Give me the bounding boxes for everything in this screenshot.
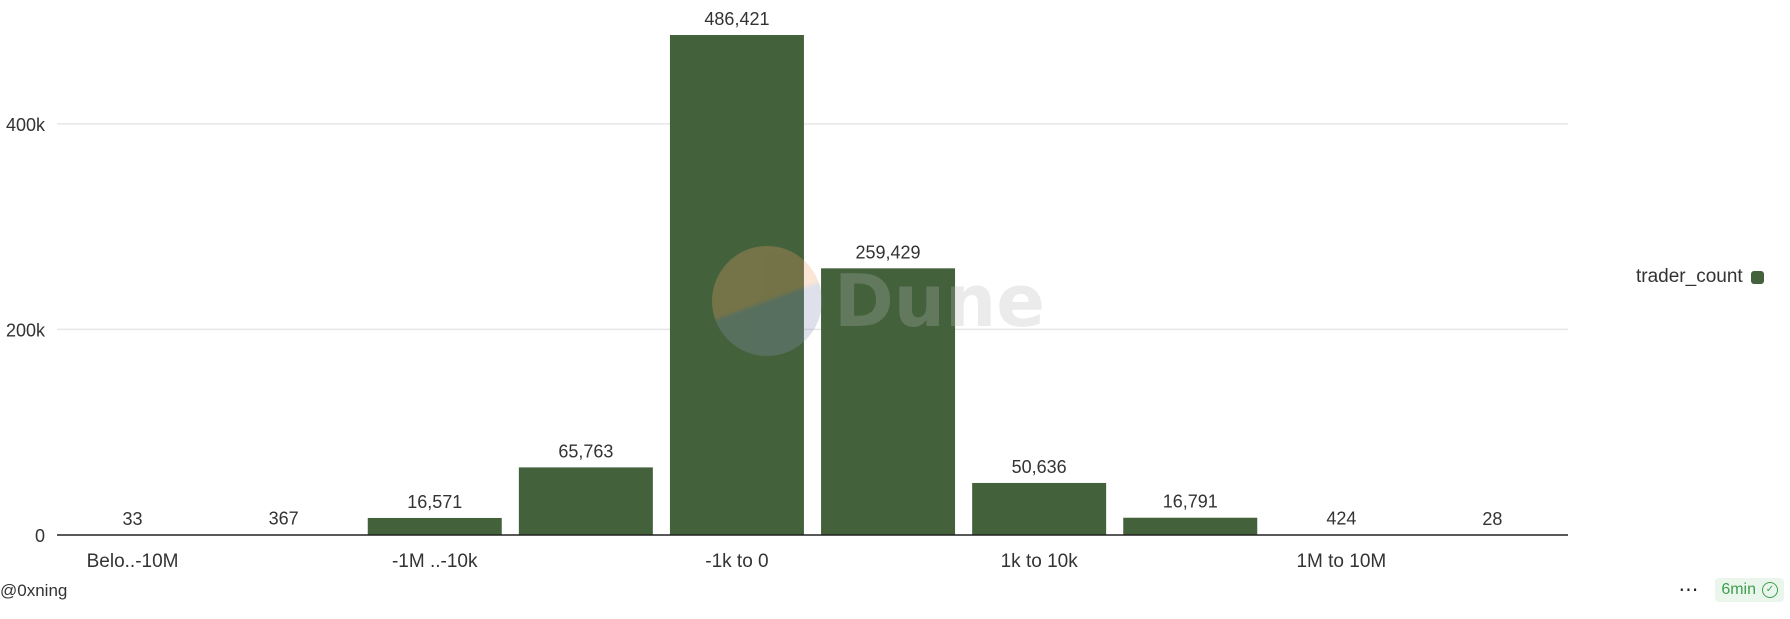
x-tick-label: -1k to 0 bbox=[705, 551, 768, 572]
data-label: 50,636 bbox=[1012, 457, 1067, 477]
data-label: 28 bbox=[1482, 509, 1502, 529]
bar[interactable] bbox=[972, 482, 1107, 535]
data-label: 33 bbox=[123, 509, 143, 529]
legend-label: trader_count bbox=[1636, 266, 1743, 287]
bar[interactable] bbox=[1123, 517, 1258, 535]
refresh-time: 6min bbox=[1721, 581, 1756, 598]
data-label: 424 bbox=[1326, 509, 1356, 529]
more-horizontal-icon[interactable]: ⋯ bbox=[1678, 579, 1700, 601]
grid-lines bbox=[57, 123, 1568, 331]
data-label: 65,763 bbox=[558, 441, 613, 461]
y-axis: 0 200k 400k bbox=[6, 115, 46, 546]
data-labels: 33 367 16,571 65,763 486,421 259,429 50,636 16,… bbox=[123, 9, 1503, 529]
y-tick-label: 200k bbox=[6, 320, 46, 340]
y-tick-label: 0 bbox=[35, 526, 45, 546]
x-tick-label: Belo..-10M bbox=[87, 551, 179, 572]
bar[interactable] bbox=[367, 517, 502, 535]
bars bbox=[65, 35, 1560, 535]
bar[interactable] bbox=[518, 467, 653, 535]
author-handle[interactable]: @0xning bbox=[0, 581, 68, 600]
data-label: 16,571 bbox=[407, 492, 462, 512]
legend[interactable]: trader_count bbox=[1636, 266, 1764, 288]
x-tick-label: -1M ..-10k bbox=[392, 551, 478, 572]
footer-controls: ⋯ 6min ✓ bbox=[1678, 578, 1784, 602]
x-tick-label: 1M to 10M bbox=[1296, 551, 1386, 572]
x-tick-label: 1k to 10k bbox=[1001, 551, 1079, 572]
check-circle-icon: ✓ bbox=[1762, 582, 1778, 598]
data-label: 367 bbox=[269, 509, 299, 529]
bar[interactable] bbox=[821, 268, 956, 535]
legend-swatch bbox=[1750, 270, 1764, 284]
y-tick-label: 400k bbox=[6, 115, 46, 135]
refresh-status-badge[interactable]: 6min ✓ bbox=[1715, 578, 1784, 602]
data-label: 486,421 bbox=[704, 9, 769, 29]
bar[interactable] bbox=[669, 35, 804, 535]
x-axis: Belo..-10M -1M ..-10k -1k to 0 1k to 10k 1M … bbox=[57, 534, 1568, 572]
data-label: 16,791 bbox=[1163, 492, 1218, 512]
data-label: 259,429 bbox=[856, 242, 921, 262]
